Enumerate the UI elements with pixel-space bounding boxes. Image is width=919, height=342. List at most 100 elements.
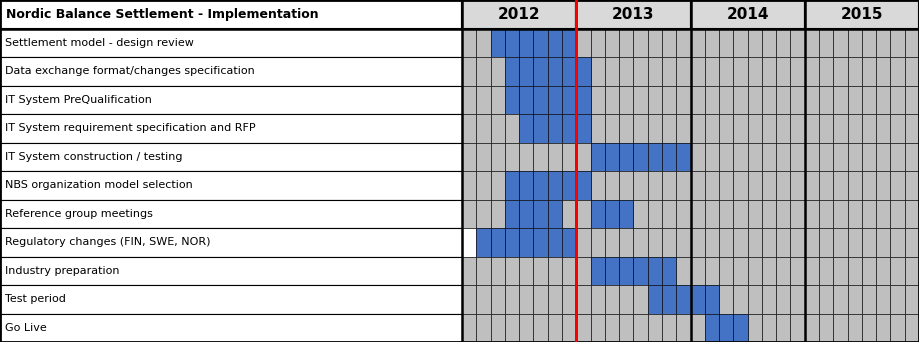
Bar [633,285,648,314]
Bar [648,86,662,114]
Bar [605,199,619,228]
Bar [676,57,690,86]
Bar [633,86,648,114]
Bar [619,228,633,256]
Bar [805,143,819,171]
Bar [476,256,491,285]
Bar [891,199,904,228]
Bar [733,228,748,256]
Bar [591,57,605,86]
Bar [777,314,790,342]
Bar [462,199,476,228]
Bar [562,314,576,342]
Bar [462,314,476,342]
Bar [762,143,777,171]
Bar [662,256,676,285]
Bar [619,256,633,285]
Bar [748,57,762,86]
Bar [705,199,719,228]
Bar [533,256,548,285]
Bar [847,256,862,285]
Bar [819,171,834,199]
Bar [576,0,690,28]
Bar [662,28,676,57]
Bar [519,171,533,199]
Bar [476,228,491,256]
Bar [876,114,891,143]
Bar [633,57,648,86]
Bar [891,171,904,199]
Bar [904,28,919,57]
Bar [662,228,676,256]
Bar [633,143,648,171]
Bar [847,256,862,285]
Bar [891,114,904,143]
Bar [591,228,605,256]
Bar [777,228,790,256]
Bar [705,228,719,256]
Bar [491,114,505,143]
Bar [548,285,562,314]
Bar [533,199,548,228]
Bar [519,86,533,114]
Bar [505,86,519,114]
Bar [648,314,662,342]
Bar [777,171,790,199]
Bar [904,86,919,114]
Bar [505,314,519,342]
Bar [876,114,891,143]
Bar [705,285,719,314]
Bar [519,86,533,114]
Bar [876,143,891,171]
Bar [790,114,805,143]
Bar [476,256,491,285]
Bar [719,171,733,199]
Bar [619,57,633,86]
Bar [662,143,676,171]
Text: IT System PreQualification: IT System PreQualification [5,95,152,105]
Bar [662,285,676,314]
Bar [548,28,562,57]
Bar [576,228,591,256]
Bar [777,256,790,285]
Bar [705,171,719,199]
Bar [891,199,904,228]
Bar [690,228,705,256]
Bar [462,57,476,86]
Bar [662,28,676,57]
Bar [533,171,548,199]
Bar [862,114,876,143]
Bar [462,256,476,285]
Bar [591,86,605,114]
Bar [562,228,576,256]
Bar [847,57,862,86]
Bar [719,285,733,314]
Bar [519,28,533,57]
Bar [591,114,605,143]
Bar [662,114,676,143]
Bar [790,256,805,285]
Bar [891,314,904,342]
Bar [805,285,819,314]
Bar [891,314,904,342]
Bar [533,28,548,57]
Bar [847,86,862,114]
Bar [648,228,662,256]
Bar [748,256,762,285]
Bar [562,86,576,114]
Bar [476,28,491,57]
Bar [862,171,876,199]
Bar [805,143,819,171]
Bar [891,171,904,199]
Bar [805,28,819,57]
Bar [533,143,548,171]
Bar [605,256,619,285]
Bar [690,256,705,285]
Bar [633,228,648,256]
Bar [476,199,491,228]
Bar [505,143,519,171]
Bar [790,28,805,57]
Bar [591,57,605,86]
Bar [834,28,847,57]
Bar [648,57,662,86]
